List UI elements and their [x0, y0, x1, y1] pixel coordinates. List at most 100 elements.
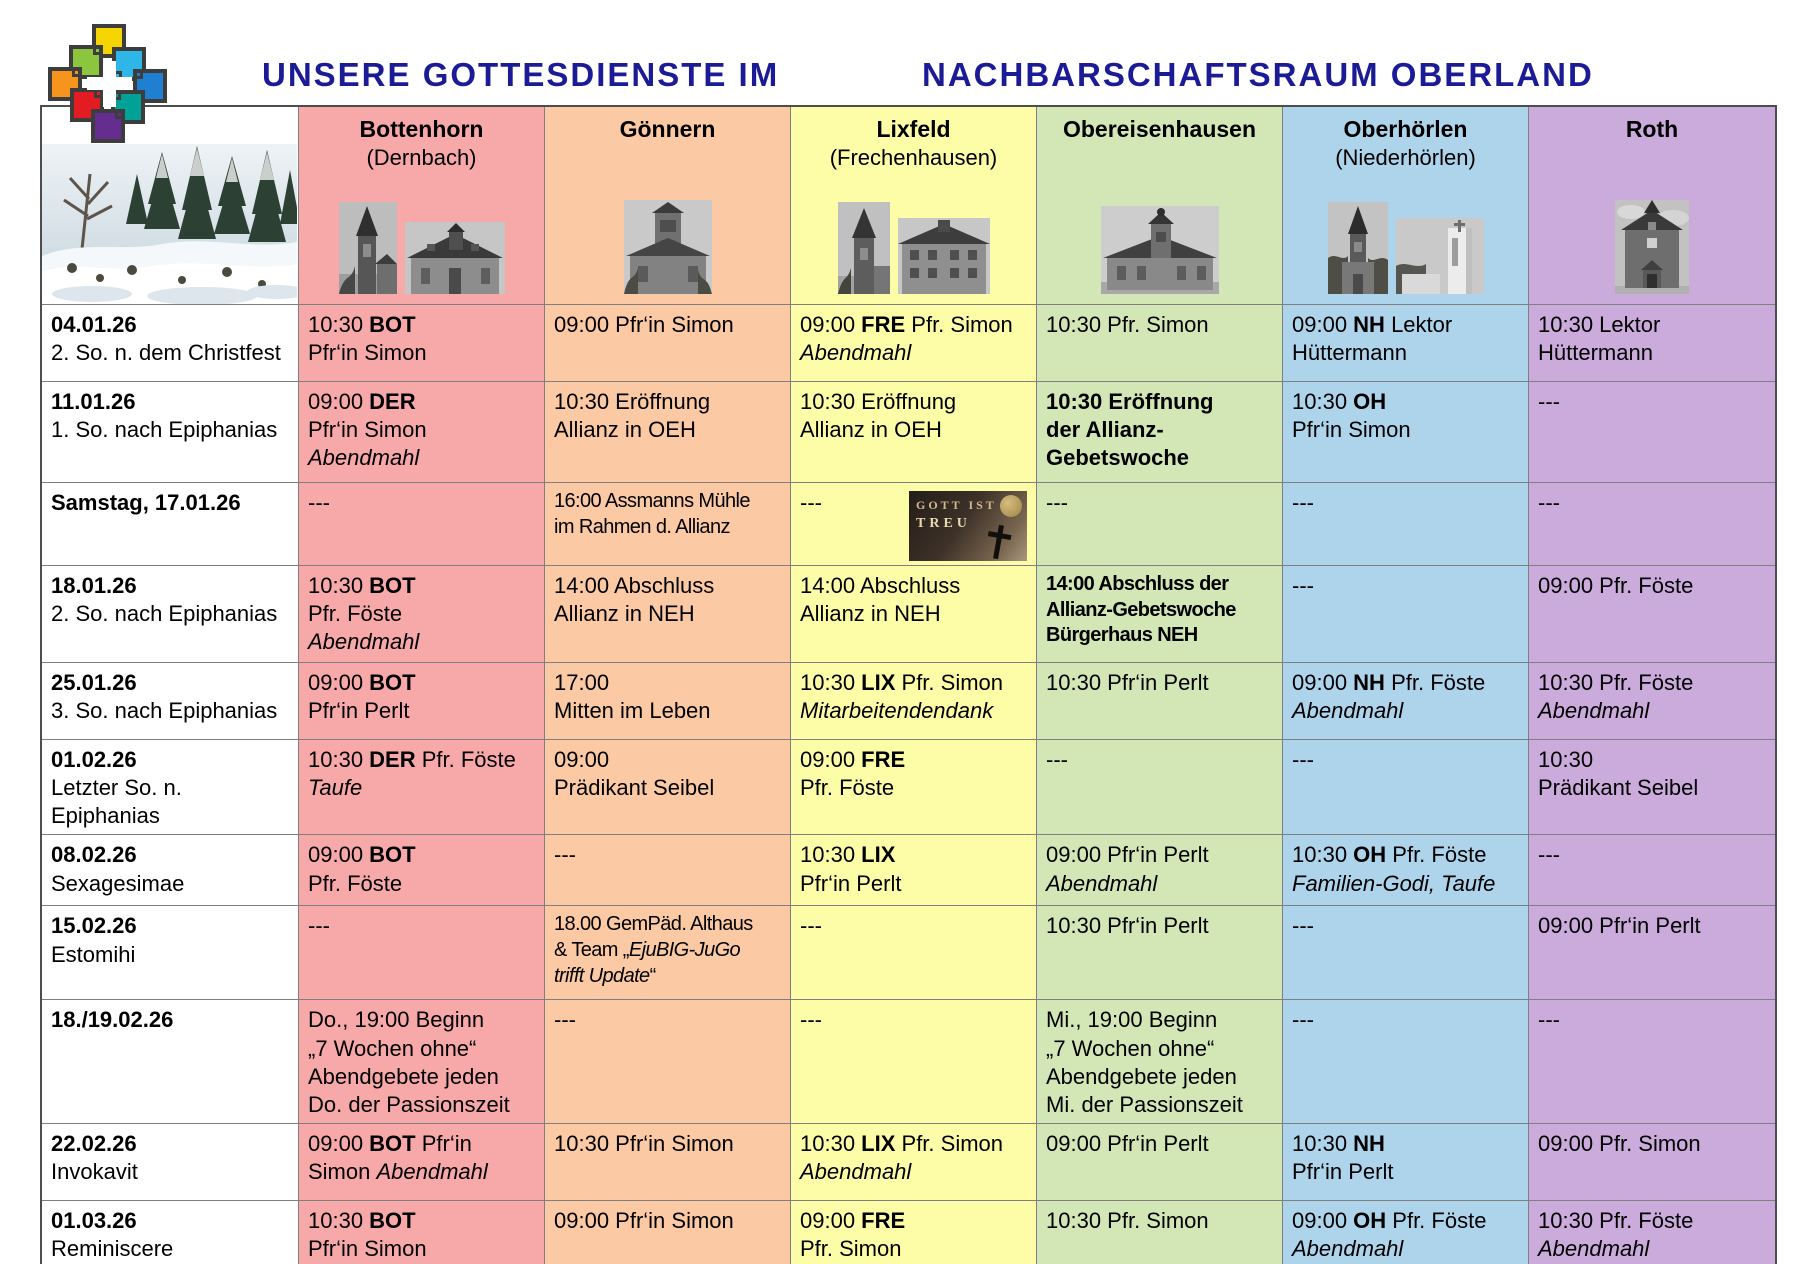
service-cell-110126-oberhörlen: 10:30 OH Pfr‘in Simon [1283, 381, 1529, 482]
date-cell: 15.02.26 Estomihi [42, 905, 299, 1000]
church-photos [303, 202, 540, 304]
service-cell-180126-roth: 09:00 Pfr. Föste [1529, 565, 1775, 662]
service-cell-250126-bottenhorn: 09:00 BOT Pfr‘in Perlt [299, 662, 545, 739]
sunday-name-label: Sexagesimae [51, 870, 185, 896]
service-cell-080226-roth: --- [1529, 834, 1775, 906]
date-cell: 18.01.26 2. So. nach Epiphanias [42, 565, 299, 662]
service-cell-180126-gönnern: 14:00 Abschluss Allianz in NEH [545, 565, 791, 662]
service-cell-180126-bottenhorn: 10:30 BOT Pfr. Föste Abendmahl [299, 565, 545, 662]
service-cell-18190226-oberhörlen: --- [1283, 999, 1529, 1124]
sunday-name-label: Estomihi [51, 941, 136, 967]
church-photos [795, 202, 1032, 304]
service-cell-250126-gönnern: 17:00 Mitten im Leben [545, 662, 791, 739]
service-cell-080226-gönnern: --- [545, 834, 791, 906]
service-cell-150226-gönnern: 18.00 GemPäd. Althaus & Team „EjuBIG-JuGo… [545, 905, 791, 1000]
service-cell-220226-lixfeld: 10:30 LIX Pfr. Simon Abendmahl [791, 1123, 1037, 1201]
service-cell-040126-oberhörlen: 09:00 NH Lektor Hüttermann [1283, 304, 1529, 381]
location-subname: (Niederhörlen) [1335, 145, 1476, 171]
service-cell-040126-bottenhorn: 10:30 BOT Pfr‘in Simon [299, 304, 545, 381]
location-name: Lixfeld [876, 116, 951, 142]
church-photo [1395, 218, 1484, 294]
date-cell: 08.02.26 Sexagesimae [42, 834, 299, 906]
column-header-oberhoerlen: Oberhörlen (Niederhörlen) [1283, 107, 1529, 304]
service-cell-170126-gönnern: 16:00 Assmanns Mühle im Rahmen d. Allianz [545, 482, 791, 565]
gott-ist-treu-image: GOTT IST TREU [909, 491, 1027, 561]
logo-square-orange [48, 67, 82, 101]
sunday-name-label: 3. So. nach Epiphanias [51, 698, 278, 724]
service-cell-18190226-lixfeld: --- [791, 999, 1037, 1124]
service-cell-180126-oberhörlen: --- [1283, 565, 1529, 662]
date-cell: 01.03.26 Reminiscere [42, 1200, 299, 1264]
cross-icon [993, 524, 1004, 560]
service-cell-170126-lixfeld: --- GOTT IST TREU [791, 482, 1037, 565]
allianz-logo-circle-icon [1000, 495, 1022, 517]
schedule-table: Bottenhorn (Dernbach) [40, 105, 1777, 1264]
service-cell-180126-lixfeld: 14:00 Abschluss Allianz in NEH [791, 565, 1037, 662]
logo-square-red [70, 88, 104, 122]
service-cell-010226-bottenhorn: 10:30 DER Pfr. Föste Taufe [299, 739, 545, 835]
badge-line1: GOTT IST [916, 498, 997, 512]
service-cell-170126-roth: --- [1529, 482, 1775, 565]
church-photo [1100, 206, 1219, 294]
column-header-obereisenhausen: Obereisenhausen [1037, 107, 1283, 304]
location-subname: (Dernbach) [366, 145, 477, 171]
service-cell-010326-roth: 10:30 Pfr. Föste Abendmahl [1529, 1200, 1775, 1264]
date-cell: 25.01.26 3. So. nach Epiphanias [42, 662, 299, 739]
date-label: 04.01.26 [51, 312, 137, 337]
service-cell-110126-bottenhorn: 09:00 DER Pfr‘in Simon Abendmahl [299, 381, 545, 482]
sunday-name-label: Reminiscere [51, 1236, 174, 1262]
winter-forest-photo [42, 144, 297, 304]
service-cell-010326-oberhörlen: 09:00 OH Pfr. Föste Abendmahl [1283, 1200, 1529, 1264]
service-cell-010226-obereisenhausen: --- [1037, 739, 1283, 835]
service-cell-010326-obereisenhausen: 10:30 Pfr. Simon [1037, 1200, 1283, 1264]
service-cell-040126-obereisenhausen: 10:30 Pfr. Simon [1037, 304, 1283, 381]
sunday-name-label: 2. So. nach Epiphanias [51, 601, 278, 627]
service-cell-010226-gönnern: 09:00 Prädikant Seibel [545, 739, 791, 835]
badge-line2: TREU [916, 516, 971, 531]
date-label: 01.02.26 [51, 747, 137, 772]
service-cell-18190226-bottenhorn: Do., 19:00 Beginn „7 Wochen ohne“ Abendgeb… [299, 999, 545, 1124]
service-cell-040126-roth: 10:30 Lektor Hüttermann [1529, 304, 1775, 381]
location-name: Obereisenhausen [1062, 116, 1257, 142]
service-cell-150226-bottenhorn: --- [299, 905, 545, 1000]
sunday-name-label: 2. So. n. dem Christfest [51, 340, 281, 366]
service-cell-250126-roth: 10:30 Pfr. Föste Abendmahl [1529, 662, 1775, 739]
date-cell: 04.01.26 2. So. n. dem Christfest [42, 304, 299, 381]
column-header-goennern: Gönnern [545, 107, 791, 304]
sunday-name-label: Invokavit [51, 1159, 138, 1185]
date-cell: 01.02.26 Letzter So. n. Epiphanias [42, 739, 299, 835]
date-label: 01.03.26 [51, 1208, 137, 1234]
church-photo [1327, 202, 1388, 294]
location-name: Gönnern [619, 116, 716, 142]
church-photo [623, 200, 712, 294]
church-photo [1615, 200, 1689, 294]
location-name: Bottenhorn [359, 116, 484, 142]
service-cell-18190226-gönnern: --- [545, 999, 791, 1124]
service-cell-110126-obereisenhausen: 10:30 Eröffnung der Allianz- Gebetswoche [1037, 381, 1283, 482]
church-photo [837, 202, 890, 294]
date-cell: Samstag, 17.01.26 [42, 482, 299, 565]
service-cell-18190226-obereisenhausen: Mi., 19:00 Beginn „7 Wochen ohne“ Abendgeb… [1037, 999, 1283, 1124]
column-header-bottenhorn: Bottenhorn (Dernbach) [299, 107, 545, 304]
service-cell-250126-obereisenhausen: 10:30 Pfr‘in Perlt [1037, 662, 1283, 739]
service-cell-180126-obereisenhausen: 14:00 Abschluss der Allianz-Gebetswoche Bü… [1037, 565, 1283, 662]
service-cell-250126-lixfeld: 10:30 LIX Pfr. Simon Mitarbeitendendank [791, 662, 1037, 739]
location-name: Roth [1625, 116, 1679, 142]
location-name: Oberhörlen [1343, 116, 1468, 142]
sunday-name-label: 1. So. nach Epiphanias [51, 417, 278, 443]
church-photos [1287, 202, 1524, 304]
date-cell: 22.02.26 Invokavit [42, 1123, 299, 1201]
service-cell-110126-gönnern: 10:30 Eröffnung Allianz in OEH [545, 381, 791, 482]
service-cell-150226-lixfeld: --- [791, 905, 1037, 1000]
church-photos [1041, 206, 1278, 304]
church-photos [1533, 200, 1771, 304]
service-cell-150226-oberhörlen: --- [1283, 905, 1529, 1000]
service-cell-010226-oberhörlen: --- [1283, 739, 1529, 835]
church-photo [338, 202, 397, 294]
service-cell-040126-gönnern: 09:00 Pfr‘in Simon [545, 304, 791, 381]
service-cell-170126-oberhörlen: --- [1283, 482, 1529, 565]
service-cell-080226-lixfeld: 10:30 LIX Pfr‘in Perlt [791, 834, 1037, 906]
date-label: 11.01.26 [51, 389, 136, 414]
nachbarschaftsraum-cross-logo-icon [48, 24, 172, 146]
